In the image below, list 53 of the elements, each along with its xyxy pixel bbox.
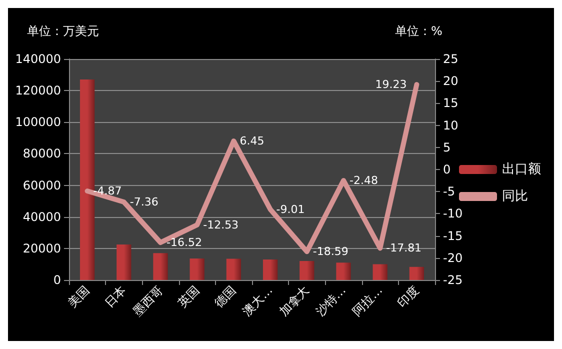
y2-axis-title: 单位：% bbox=[395, 24, 442, 38]
data-label: -4.87 bbox=[93, 184, 122, 198]
data-label: 6.45 bbox=[240, 134, 264, 148]
y-tick-label: 100000 bbox=[15, 115, 61, 130]
y2-tick-label: -20 bbox=[443, 250, 463, 265]
x-tick-label: 墨西哥 bbox=[130, 283, 166, 318]
y2-tick-label: 15 bbox=[443, 96, 458, 110]
y2-tick-label: 0 bbox=[443, 162, 451, 176]
y2-tick-label: -15 bbox=[443, 228, 463, 243]
data-label: -17.81 bbox=[386, 242, 422, 255]
y2-tick-label: 25 bbox=[443, 52, 458, 66]
y2-tick-label: 10 bbox=[443, 118, 458, 132]
y2-tick-label: -5 bbox=[443, 184, 455, 199]
x-tick-label: 德国 bbox=[212, 283, 239, 310]
y2-tick-label: -25 bbox=[443, 273, 463, 287]
y-tick-label: 0 bbox=[53, 273, 61, 287]
x-tick-label: 印度 bbox=[394, 283, 422, 310]
y-tick-label: 20000 bbox=[22, 241, 61, 256]
legend-label: 同比 bbox=[502, 189, 528, 204]
x-tick-label: 阿拉… bbox=[350, 283, 386, 318]
bar bbox=[372, 264, 388, 280]
x-tick-label: 日本 bbox=[102, 283, 129, 310]
y-tick-label: 60000 bbox=[22, 178, 61, 192]
y-tick-label: 120000 bbox=[15, 84, 61, 98]
bar bbox=[116, 244, 132, 280]
y-axis-title: 单位：万美元 bbox=[27, 24, 99, 38]
y2-tick-label: 5 bbox=[443, 140, 451, 154]
bar bbox=[226, 258, 242, 280]
data-label: -18.59 bbox=[312, 245, 348, 258]
y-tick-label: 40000 bbox=[22, 210, 61, 224]
x-tick-label: 英国 bbox=[175, 283, 202, 310]
legend-label: 出口额 bbox=[502, 162, 541, 177]
data-label: -7.36 bbox=[130, 196, 158, 209]
bar bbox=[153, 253, 168, 280]
data-label: -16.52 bbox=[166, 236, 202, 250]
y-tick-label: 140000 bbox=[15, 52, 61, 66]
data-label: -9.01 bbox=[276, 202, 305, 216]
bar bbox=[336, 262, 351, 280]
y-tick-label: 80000 bbox=[22, 146, 61, 161]
x-tick-label: 美国 bbox=[65, 283, 92, 310]
x-tick-label: 澳大… bbox=[240, 283, 276, 318]
bar bbox=[80, 80, 95, 280]
data-label: -2.48 bbox=[350, 174, 378, 187]
x-tick-label: 沙特… bbox=[313, 283, 348, 318]
y2-tick-label: -10 bbox=[443, 206, 463, 221]
data-label: 19.23 bbox=[375, 78, 407, 92]
data-label: -12.53 bbox=[203, 218, 239, 232]
x-tick-label: 加拿大 bbox=[276, 283, 312, 318]
bar bbox=[300, 261, 314, 280]
y2-tick-label: 20 bbox=[443, 74, 458, 88]
bar bbox=[190, 258, 204, 280]
bar bbox=[409, 266, 424, 280]
bar bbox=[262, 259, 278, 280]
